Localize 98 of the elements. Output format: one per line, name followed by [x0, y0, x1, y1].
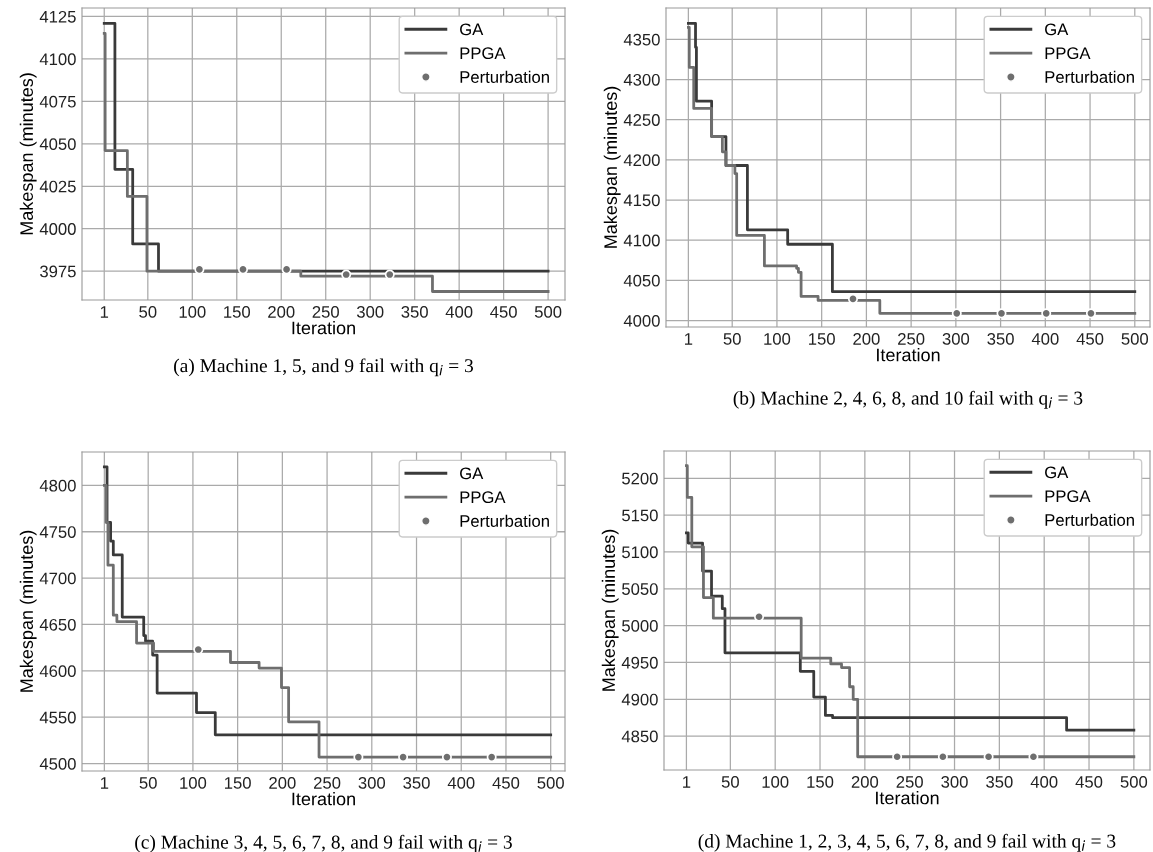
x-tick-label: 200 [851, 776, 879, 788]
x-tick-label: 300 [356, 306, 384, 318]
y-tick-label: 4650 [39, 618, 76, 631]
y-tick-label: 3975 [40, 265, 76, 278]
x-axis-title: Iteration [292, 321, 355, 335]
y-tick-label: 4900 [621, 693, 658, 706]
y-tick-label: 4950 [621, 656, 658, 669]
x-tick-label: 200 [853, 333, 880, 345]
y-tick-label: 4750 [39, 526, 76, 538]
y-tick-label: 4050 [623, 274, 660, 287]
y-tick-label: 4800 [39, 479, 76, 492]
text: (b) Machine 2, 4, 6, 8, and 10 fail with q$_{i}$ = 3 [733, 390, 1083, 409]
x-tick-label: 500 [534, 306, 562, 318]
x-tick-label: 300 [358, 777, 386, 789]
y-axis-title: Makespan (minutes) [19, 530, 37, 692]
x-axis-title: Iteration [877, 348, 940, 362]
x-tick-label: 500 [1120, 776, 1148, 788]
x-tick-label: 150 [224, 306, 251, 318]
y-tick-label: 4250 [623, 114, 660, 126]
legend-label: PPGA [460, 491, 506, 504]
y-tick-label: 4200 [623, 154, 660, 167]
x-tick-label: 400 [445, 306, 473, 318]
y-tick-label: 5050 [622, 583, 658, 595]
legend-label: Perturbation [1045, 513, 1134, 526]
y-tick-label: 4050 [39, 138, 76, 151]
y-tick-label: 4125 [39, 10, 76, 23]
x-tick-label: 150 [807, 776, 834, 788]
y-tick-label: 4025 [39, 180, 76, 193]
x-tick-label: 300 [941, 776, 968, 788]
y-tick-label: 5150 [622, 509, 658, 522]
y-tick-label: 4075 [39, 95, 76, 108]
y-tick-label: 5200 [622, 472, 658, 485]
y-tick-label: 4550 [39, 711, 76, 724]
x-tick-label: 150 [225, 777, 251, 789]
y-tick-label: 5100 [622, 546, 658, 559]
y-tick-label: 4100 [39, 53, 76, 66]
x-tick-label: 200 [268, 306, 295, 318]
x-tick-label: 250 [896, 776, 923, 788]
y-tick-label: 4100 [623, 234, 660, 247]
y-tick-label: 4350 [623, 33, 660, 46]
text: (c) Machine 3, 4, 5, 6, 7, 8, and 9 fail with q$_{i}$ = 3 [135, 834, 512, 852]
legend-label: Perturbation [1045, 70, 1134, 83]
x-tick-label: 1 [683, 776, 691, 788]
y-tick-label: 4700 [39, 572, 76, 585]
x-tick-label: 250 [312, 306, 339, 318]
legend-label: PPGA [1045, 490, 1091, 503]
x-tick-label: 50 [723, 333, 741, 345]
legend-label: Perturbation [460, 70, 549, 83]
x-tick-label: 100 [762, 776, 789, 788]
x-tick-label: 200 [269, 777, 296, 789]
y-tick-label: 4850 [621, 730, 658, 743]
x-tick-label: 100 [764, 333, 791, 345]
legend-label: GA [1045, 23, 1069, 36]
x-tick-label: 400 [447, 777, 475, 789]
y-tick-label: 5000 [622, 620, 658, 632]
x-tick-label: 50 [139, 306, 157, 318]
x-tick-label: 1 [101, 777, 109, 789]
y-axis-title: Makespan (minutes) [19, 73, 37, 235]
x-tick-label: 150 [809, 333, 835, 345]
x-tick-label: 250 [898, 333, 925, 345]
x-tick-label: 350 [986, 776, 1013, 788]
x-tick-label: 350 [401, 306, 428, 318]
y-axis-title: Makespan (minutes) [603, 86, 621, 248]
y-tick-label: 4150 [623, 194, 660, 207]
y-tick-label: 4600 [39, 665, 76, 678]
x-tick-label: 450 [490, 306, 517, 318]
y-tick-label: 4000 [623, 314, 660, 327]
y-tick-label: 4000 [39, 223, 76, 235]
y-axis-title: Makespan (minutes) [601, 529, 619, 691]
x-tick-label: 300 [942, 333, 970, 345]
legend-label: PPGA [460, 47, 506, 60]
legend-label: Perturbation [460, 514, 549, 527]
text: (a) Machine 1, 5, and 9 fail with q$_{i}$ = 3 [174, 358, 474, 377]
x-axis-title: Iteration [876, 791, 939, 805]
x-tick-label: 350 [403, 777, 430, 789]
x-tick-label: 100 [179, 306, 206, 318]
legend-label: GA [1045, 466, 1069, 479]
x-tick-label: 500 [537, 777, 564, 789]
x-tick-label: 250 [314, 777, 341, 789]
text: (d) Machine 1, 2, 3, 4, 5, 6, 7, 8, and 9 fail with q$_{i}$ = 3 [698, 833, 1116, 852]
x-tick-label: 450 [1075, 776, 1103, 788]
x-tick-label: 400 [1031, 333, 1059, 345]
x-tick-label: 400 [1030, 776, 1058, 788]
x-tick-label: 50 [139, 777, 157, 789]
legend-label: PPGA [1045, 47, 1091, 60]
x-tick-label: 50 [721, 776, 739, 788]
x-tick-label: 100 [180, 777, 207, 789]
y-tick-label: 4300 [623, 73, 660, 86]
legend-label: GA [460, 23, 484, 36]
x-tick-label: 450 [1076, 333, 1104, 345]
legend-label: GA [460, 467, 484, 480]
x-tick-label: 350 [987, 333, 1014, 345]
x-tick-label: 500 [1121, 333, 1149, 345]
x-tick-label: 450 [492, 777, 520, 789]
x-tick-label: 1 [100, 306, 109, 318]
x-axis-title: Iteration [292, 792, 355, 806]
y-tick-label: 4500 [39, 757, 76, 770]
x-tick-label: 1 [685, 333, 693, 345]
